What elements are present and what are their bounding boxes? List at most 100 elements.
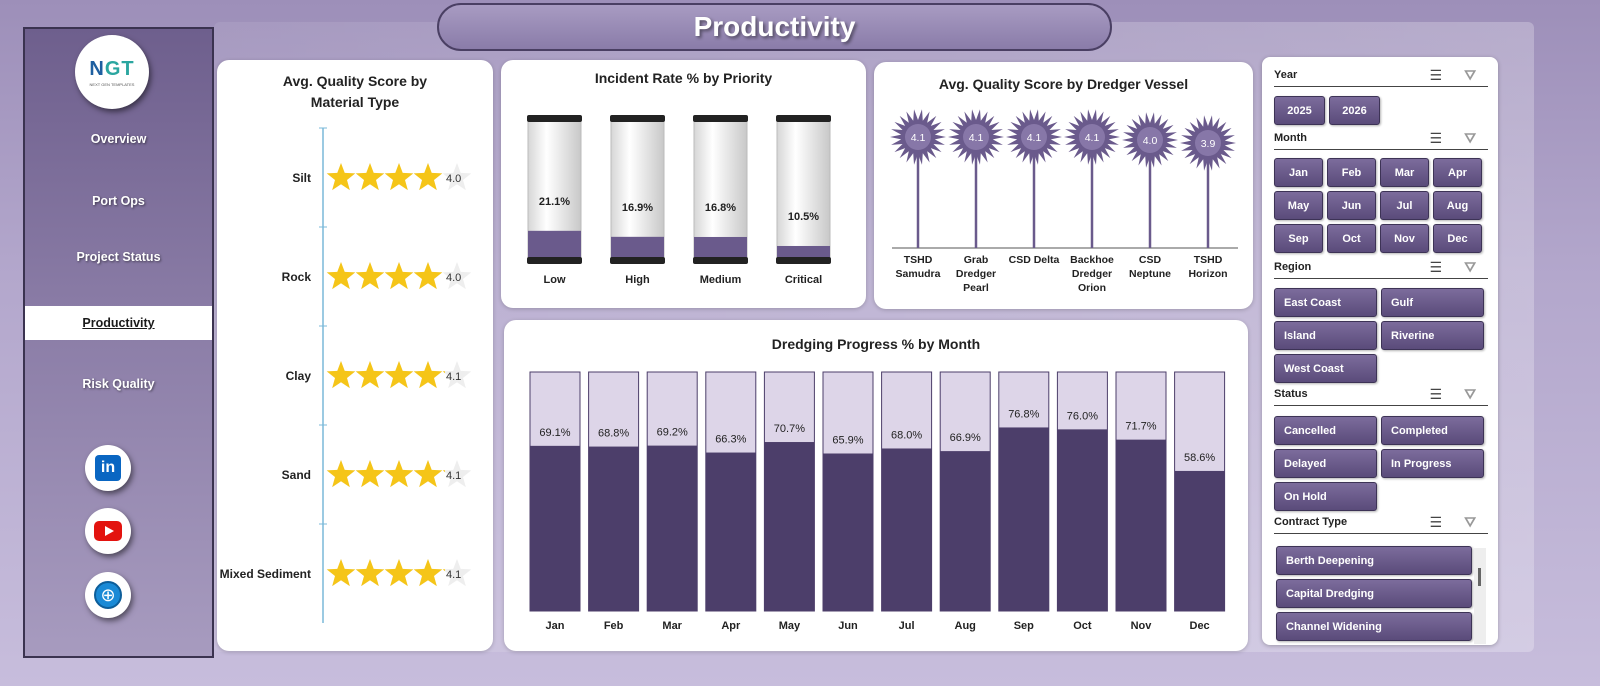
- material-label: Rock: [282, 270, 312, 284]
- vessel-marker-core: [1079, 124, 1105, 150]
- clear-filter-icon[interactable]: ⛛: [1464, 514, 1476, 530]
- nav-project-status[interactable]: Project Status: [76, 250, 161, 264]
- region-chip[interactable]: Gulf: [1381, 288, 1484, 317]
- progress-value-label: 66.3%: [715, 434, 746, 446]
- star-empty-icon: [442, 262, 472, 290]
- star-filled-icon: [413, 163, 443, 191]
- region-chip[interactable]: Island: [1274, 321, 1377, 350]
- month-chip[interactable]: May: [1274, 191, 1323, 220]
- month-chip[interactable]: Feb: [1327, 158, 1376, 187]
- month-label: Jun: [838, 620, 858, 632]
- region-chip[interactable]: East Coast: [1274, 288, 1377, 317]
- month-label: Sep: [1014, 620, 1034, 632]
- star-filled-icon: [384, 163, 414, 191]
- cylinder-base: [693, 257, 748, 264]
- star-filled-icon: [442, 470, 445, 473]
- month-chip[interactable]: Sep: [1274, 224, 1323, 253]
- progress-value-label: 68.8%: [598, 428, 629, 440]
- vessel-label: Samudra: [896, 268, 941, 280]
- clear-filter-icon[interactable]: ⛛: [1464, 130, 1476, 146]
- progress-value-label: 58.6%: [1184, 452, 1215, 464]
- website-button[interactable]: ⊕: [85, 572, 131, 618]
- status-chip[interactable]: Delayed: [1274, 449, 1377, 478]
- incident-bar: [611, 236, 664, 261]
- progress-bar: [1057, 429, 1108, 611]
- month-chip[interactable]: Dec: [1433, 224, 1482, 253]
- checklist-icon[interactable]: ☰: [1429, 386, 1442, 402]
- checklist-icon[interactable]: ☰: [1429, 514, 1442, 530]
- contract-chip[interactable]: Berth Deepening: [1276, 546, 1472, 575]
- checklist-icon[interactable]: ☰: [1429, 259, 1442, 275]
- youtube-icon: [94, 521, 122, 541]
- star-filled-icon: [326, 559, 356, 587]
- month-chip[interactable]: Apr: [1433, 158, 1482, 187]
- page-title-bar: Productivity: [437, 3, 1112, 51]
- rating-value-label: 4.1: [446, 470, 461, 482]
- month-chip[interactable]: Aug: [1433, 191, 1482, 220]
- vessel-label: Dredger: [956, 268, 996, 280]
- month-chip[interactable]: Oct: [1327, 224, 1376, 253]
- region-chip[interactable]: Riverine: [1381, 321, 1484, 350]
- month-chip[interactable]: Mar: [1380, 158, 1429, 187]
- vessel-label: CSD Delta: [1009, 254, 1060, 266]
- year-chip[interactable]: 2025: [1274, 96, 1325, 125]
- star-filled-icon: [355, 163, 385, 191]
- star-filled-icon: [355, 559, 385, 587]
- vessel-value-label: 4.1: [969, 132, 984, 144]
- progress-bar: [530, 445, 580, 611]
- year-chip[interactable]: 2026: [1329, 96, 1380, 125]
- month-label: Mar: [662, 620, 682, 632]
- status-chip[interactable]: In Progress: [1381, 449, 1484, 478]
- progress-bar: [998, 427, 1049, 611]
- contract-scrollbar[interactable]: [1474, 548, 1486, 644]
- rating-value-label: 4.0: [446, 272, 461, 284]
- ngt-logo[interactable]: NGT NEXT GEN TEMPLATES: [75, 35, 149, 109]
- star-filled-icon: [384, 262, 414, 290]
- nav-port-ops[interactable]: Port Ops: [92, 194, 145, 208]
- status-chip[interactable]: Completed: [1381, 416, 1484, 445]
- vessel-label: Pearl: [963, 282, 989, 294]
- clear-filter-icon[interactable]: ⛛: [1464, 386, 1476, 402]
- checklist-icon[interactable]: ☰: [1429, 130, 1442, 146]
- linkedin-icon: in: [95, 455, 121, 481]
- checklist-icon[interactable]: ☰: [1429, 67, 1442, 83]
- incident-bar: [528, 230, 581, 261]
- clear-filter-icon[interactable]: ⛛: [1464, 259, 1476, 275]
- month-chip[interactable]: Jul: [1380, 191, 1429, 220]
- star-empty-icon: [442, 163, 472, 191]
- vessel-label: Orion: [1078, 282, 1106, 294]
- month-chip[interactable]: Nov: [1380, 224, 1429, 253]
- month-filter-header: Month ☰ ⛛: [1274, 126, 1488, 150]
- month-label: Jul: [899, 620, 915, 632]
- incident-value-label: 16.8%: [705, 202, 736, 214]
- rating-value-label: 4.1: [446, 371, 461, 383]
- vessel-label: TSHD: [904, 254, 933, 266]
- contract-chip[interactable]: Channel Widening: [1276, 612, 1472, 641]
- vessel-value-label: 4.1: [1085, 132, 1100, 144]
- region-chip[interactable]: West Coast: [1274, 354, 1377, 383]
- vessel-marker-core: [1195, 130, 1221, 156]
- nav-risk-quality[interactable]: Risk Quality: [82, 377, 155, 391]
- contract-chip[interactable]: Capital Dredging: [1276, 579, 1472, 608]
- material-label: Silt: [292, 171, 311, 185]
- month-chip[interactable]: Jun: [1327, 191, 1376, 220]
- star-filled-icon: [413, 559, 443, 587]
- status-chip[interactable]: Cancelled: [1274, 416, 1377, 445]
- sidebar: NGT NEXT GEN TEMPLATES Overview Port Ops…: [23, 27, 214, 658]
- nav-overview[interactable]: Overview: [90, 132, 147, 146]
- month-label: Aug: [955, 620, 976, 632]
- rating-value-label: 4.0: [446, 173, 461, 185]
- vessel-lollipop-chart: 4.1 TSHD Samudra 4.1 Grab Dredger Pearl 4.1 CSD …: [890, 109, 1238, 294]
- nav-productivity[interactable]: Productivity: [25, 306, 212, 340]
- material-label: Clay: [286, 369, 312, 383]
- month-chip[interactable]: Jan: [1274, 158, 1323, 187]
- incident-value-label: 10.5%: [788, 211, 819, 223]
- material-label: Sand: [282, 468, 311, 482]
- status-chip[interactable]: On Hold: [1274, 482, 1377, 511]
- linkedin-button[interactable]: in: [85, 445, 131, 491]
- youtube-button[interactable]: [85, 508, 131, 554]
- star-filled-icon: [355, 460, 385, 488]
- clear-filter-icon[interactable]: ⛛: [1464, 67, 1476, 83]
- star-filled-icon: [384, 460, 414, 488]
- star-filled-icon: [384, 361, 414, 389]
